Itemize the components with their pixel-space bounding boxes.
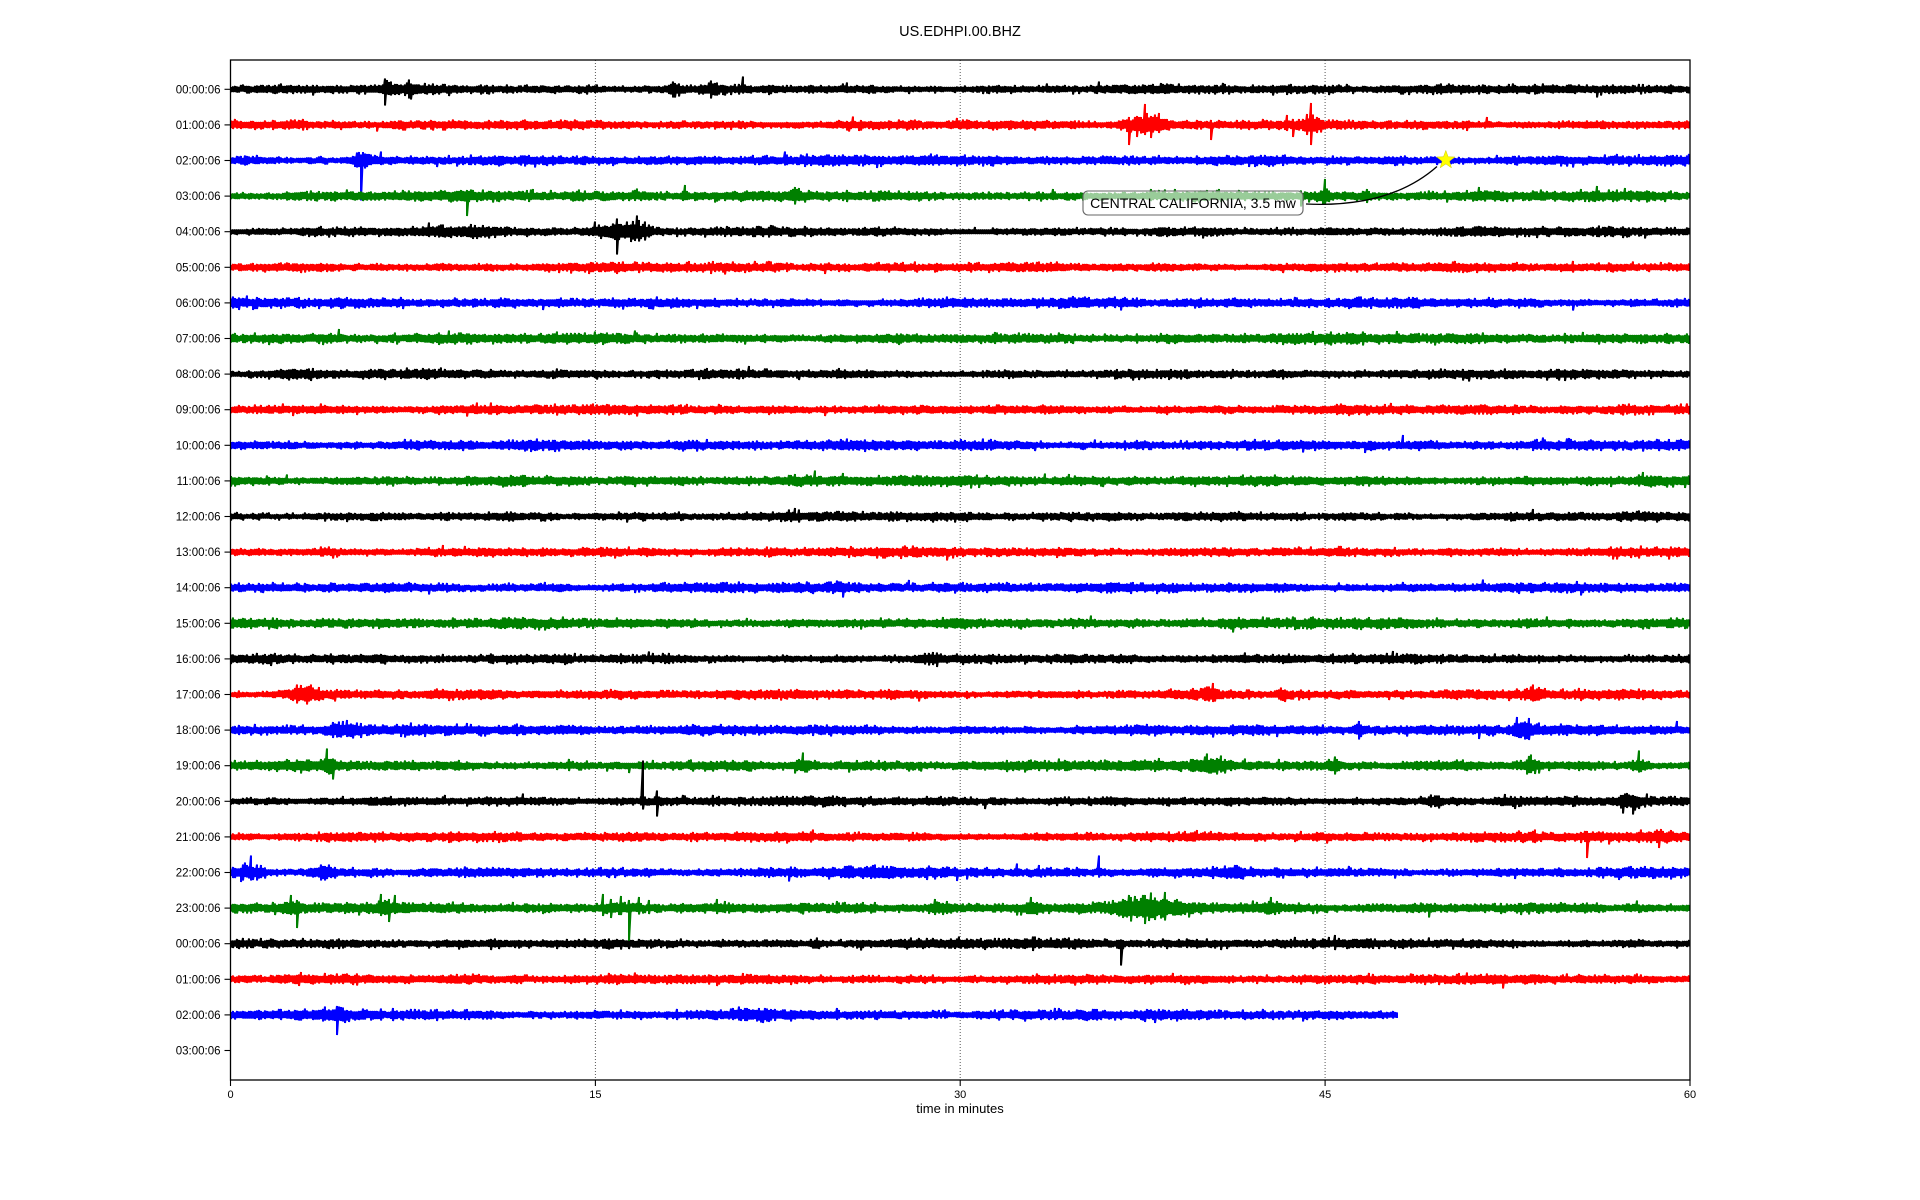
svg-text:45: 45 [1319,1089,1331,1101]
svg-text:03:00:06: 03:00:06 [176,1046,221,1058]
svg-text:06:00:06: 06:00:06 [176,298,221,310]
svg-text:01:00:06: 01:00:06 [176,974,221,986]
svg-text:16:00:06: 16:00:06 [176,654,221,666]
svg-text:15: 15 [589,1089,601,1101]
svg-text:US.EDHPI.00.BHZ: US.EDHPI.00.BHZ [899,24,1021,40]
svg-text:11:00:06: 11:00:06 [177,476,221,488]
svg-text:21:00:06: 21:00:06 [176,832,221,844]
svg-text:00:00:06: 00:00:06 [176,84,221,96]
svg-text:10:00:06: 10:00:06 [176,440,221,452]
svg-text:CENTRAL CALIFORNIA, 3.5 mw: CENTRAL CALIFORNIA, 3.5 mw [1090,195,1297,211]
svg-text:02:00:06: 02:00:06 [176,156,221,168]
svg-text:02:00:06: 02:00:06 [176,1010,221,1022]
svg-text:17:00:06: 17:00:06 [176,690,221,702]
svg-text:01:00:06: 01:00:06 [176,120,221,132]
svg-text:08:00:06: 08:00:06 [176,369,221,381]
svg-text:00:00:06: 00:00:06 [176,939,221,951]
svg-text:04:00:06: 04:00:06 [176,227,221,239]
svg-text:19:00:06: 19:00:06 [176,761,221,773]
svg-text:30: 30 [954,1089,966,1101]
svg-text:time in minutes: time in minutes [916,1101,1004,1116]
svg-text:18:00:06: 18:00:06 [176,725,221,737]
svg-text:20:00:06: 20:00:06 [176,796,221,808]
svg-text:03:00:06: 03:00:06 [176,191,221,203]
svg-text:0: 0 [227,1089,233,1101]
svg-text:14:00:06: 14:00:06 [176,583,221,595]
svg-text:12:00:06: 12:00:06 [176,512,221,524]
svg-text:60: 60 [1684,1089,1696,1101]
svg-text:22:00:06: 22:00:06 [176,868,221,880]
svg-text:15:00:06: 15:00:06 [176,618,221,630]
svg-text:23:00:06: 23:00:06 [176,903,221,915]
svg-text:09:00:06: 09:00:06 [176,405,221,417]
svg-text:07:00:06: 07:00:06 [176,334,221,346]
svg-text:13:00:06: 13:00:06 [176,547,221,559]
svg-text:05:00:06: 05:00:06 [176,262,221,274]
